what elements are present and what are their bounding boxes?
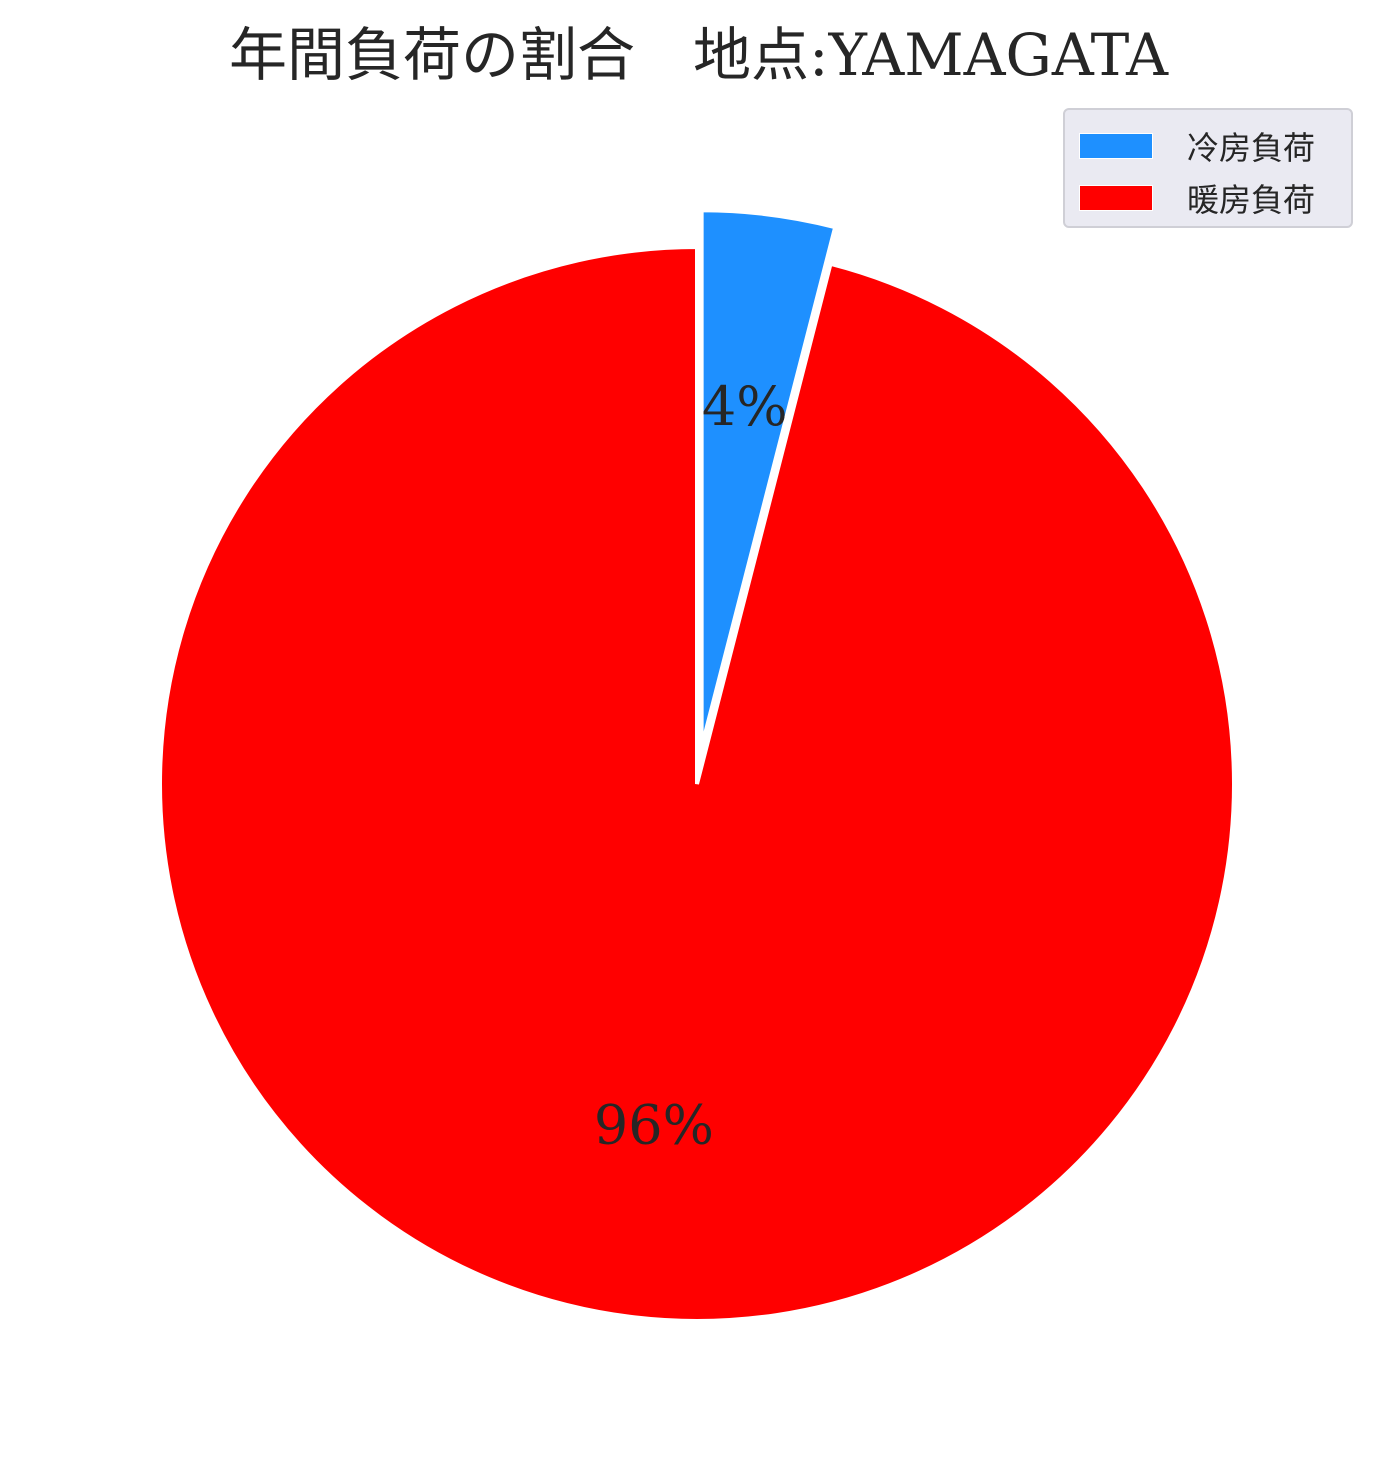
legend-item-cooling: 冷房負荷 [1079, 126, 1316, 167]
slice-label-heating: 96% [594, 1093, 714, 1156]
pie-slice-heating [158, 244, 1236, 1323]
legend: 冷房負荷 暖房負荷 [1063, 108, 1353, 228]
pie-labels: 4% 96% [594, 375, 788, 1157]
legend-label-cooling: 冷房負荷 [1187, 129, 1316, 167]
slice-label-cooling: 4% [702, 375, 788, 438]
legend-swatch-heating [1079, 185, 1153, 211]
legend-label-heating: 暖房負荷 [1187, 181, 1316, 219]
legend-swatch-cooling [1079, 133, 1153, 159]
legend-item-heating: 暖房負荷 [1079, 178, 1316, 219]
pie-slice-cooling [699, 208, 838, 748]
chart-title: 年間負荷の割合 地点:YAMAGATA [229, 21, 1168, 89]
pie-slices [158, 208, 1236, 1323]
